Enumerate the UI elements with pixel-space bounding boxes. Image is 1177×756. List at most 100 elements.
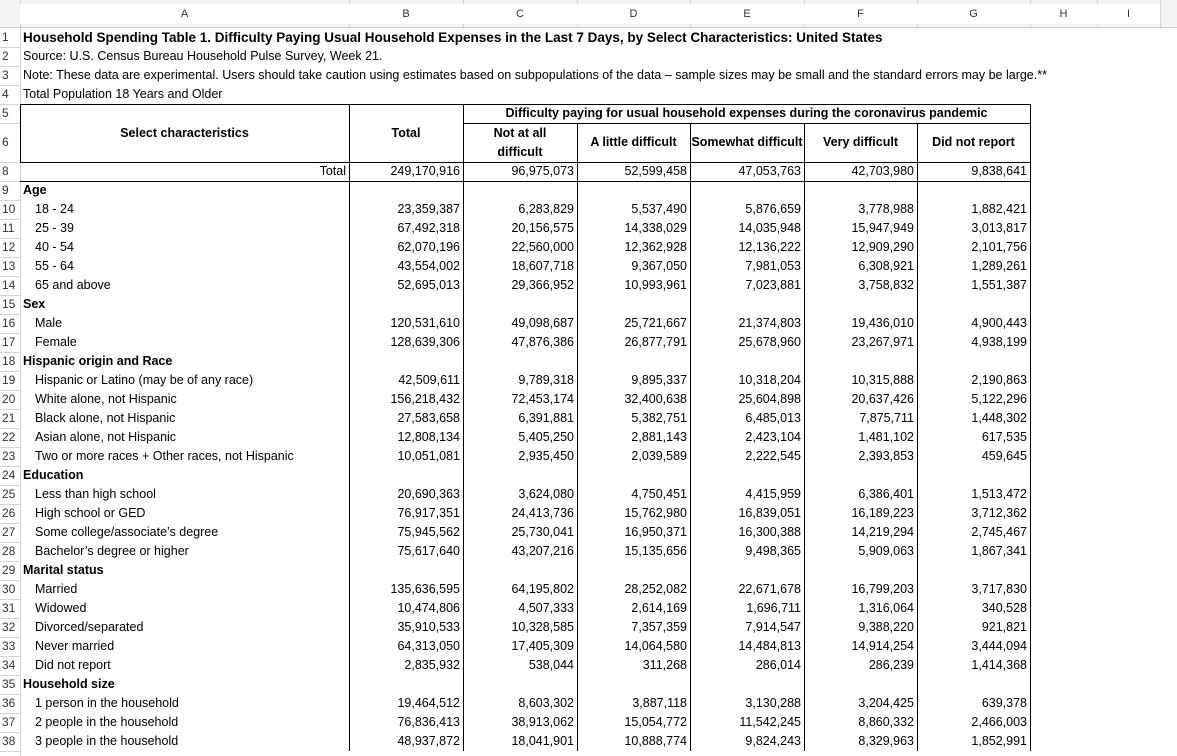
- border: [804, 123, 805, 751]
- border: [463, 104, 464, 751]
- column-letter: D: [577, 4, 690, 24]
- cell-value: 3,887,118: [632, 696, 687, 710]
- row-separator: [0, 123, 20, 124]
- border: [349, 104, 350, 751]
- row-number: 25: [2, 487, 16, 501]
- row-label: Less than high school: [35, 487, 156, 501]
- row-number: 33: [2, 639, 16, 653]
- cell-value: 7,357,359: [631, 620, 687, 634]
- row-label: Widowed: [35, 601, 87, 615]
- row-separator: [0, 85, 20, 86]
- row-separator: [0, 732, 20, 733]
- cell-value: 15,762,980: [624, 506, 687, 520]
- cell-value: 4,750,451: [631, 487, 687, 501]
- column-letter: E: [690, 4, 804, 24]
- row-number: 10: [2, 202, 16, 216]
- header-column: A little difficult: [590, 135, 677, 149]
- row-number: 8: [2, 164, 9, 178]
- border: [463, 123, 1030, 124]
- row-number: 12: [2, 240, 16, 254]
- row-separator: [0, 656, 20, 657]
- header-column: Very difficult: [822, 135, 899, 149]
- border: [917, 123, 918, 751]
- row-separator: [0, 523, 20, 524]
- column-letter: C: [463, 4, 577, 24]
- cell-value: 12,808,134: [397, 430, 460, 444]
- total-label: Total: [319, 164, 346, 178]
- header-column: Did not report: [932, 135, 1015, 149]
- column-letter: I: [1097, 4, 1160, 24]
- row-label: High school or GED: [35, 506, 146, 520]
- cell-value: 75,617,640: [397, 544, 460, 558]
- cell-value: 2,393,853: [858, 449, 914, 463]
- section-label: Sex: [23, 297, 46, 311]
- section-label: Household size: [23, 677, 115, 691]
- row-label: 1 person in the household: [35, 696, 179, 710]
- row-number: 1: [2, 30, 9, 44]
- row-separator: [0, 257, 20, 258]
- cell-value: 3,204,425: [858, 696, 914, 710]
- row-separator: [0, 561, 20, 562]
- cell-value: 2,935,450: [518, 449, 574, 463]
- header-text: Note: These data are experimental. Users…: [23, 68, 1047, 82]
- row-label: Never married: [35, 639, 115, 653]
- cell-value: 18,607,718: [511, 259, 574, 273]
- row-separator: [0, 314, 20, 315]
- cell-value: 921,821: [981, 620, 1027, 634]
- row-label: Male: [35, 316, 63, 330]
- cell-value: 9,895,337: [631, 373, 687, 387]
- cell-value: 2,039,589: [631, 449, 687, 463]
- cell-value: 1,289,261: [971, 259, 1027, 273]
- cell-value: 42,509,611: [398, 373, 460, 387]
- cell-value: 1,852,991: [971, 734, 1027, 748]
- cell-value: 23,359,387: [397, 202, 460, 216]
- cell-value: 4,507,333: [518, 601, 574, 615]
- cell-value: 639,378: [981, 696, 1027, 710]
- row-number: 36: [2, 696, 16, 710]
- cell-value: 8,860,332: [858, 715, 914, 729]
- row-label: 55 - 64: [35, 259, 74, 273]
- cell-value: 10,328,585: [511, 620, 574, 634]
- cell-value: 14,035,948: [738, 221, 801, 235]
- row-separator: [0, 713, 20, 714]
- cell-value: 1,316,064: [858, 601, 914, 615]
- cell-value: 14,064,580: [624, 639, 687, 653]
- cell-value: 18,041,901: [511, 734, 574, 748]
- row-number: 35: [2, 677, 16, 691]
- row-label: 2 people in the household: [35, 715, 179, 729]
- header-text: Household Spending Table 1. Difficulty P…: [23, 30, 883, 45]
- cell-value: 3,758,832: [858, 278, 914, 292]
- cell-value: 10,888,774: [624, 734, 687, 748]
- cell-value: 5,909,063: [858, 544, 914, 558]
- cell-value: 16,839,051: [738, 506, 801, 520]
- row-number: 23: [2, 449, 16, 463]
- cell-value: 1,448,302: [971, 411, 1027, 425]
- cell-value: 75,945,562: [397, 525, 460, 539]
- column-letter: F: [804, 4, 917, 24]
- row-separator: [0, 238, 20, 239]
- cell-value: 76,917,351: [397, 506, 460, 520]
- row-separator: [0, 219, 20, 220]
- row-separator: [0, 485, 20, 486]
- cell-value: 11,542,245: [739, 715, 801, 729]
- cell-value: 42,703,980: [851, 164, 914, 178]
- row-separator: [0, 637, 20, 638]
- cell-value: 9,498,365: [745, 544, 801, 558]
- cell-value: 14,219,294: [851, 525, 914, 539]
- cell-value: 14,338,029: [624, 221, 687, 235]
- border: [20, 181, 1030, 182]
- row-number: 9: [2, 183, 9, 197]
- row-separator: [0, 447, 20, 448]
- cell-value: 6,485,013: [745, 411, 801, 425]
- cell-value: 8,329,963: [858, 734, 914, 748]
- cell-value: 6,386,401: [858, 487, 914, 501]
- row-label: Did not report: [35, 658, 111, 672]
- cell-value: 9,367,050: [631, 259, 687, 273]
- border: [20, 162, 1030, 163]
- cell-value: 25,678,960: [738, 335, 801, 349]
- cell-value: 52,599,458: [624, 164, 687, 178]
- cell-value: 49,098,687: [511, 316, 574, 330]
- row-separator: [0, 618, 20, 619]
- cell-value: 3,717,830: [971, 582, 1027, 596]
